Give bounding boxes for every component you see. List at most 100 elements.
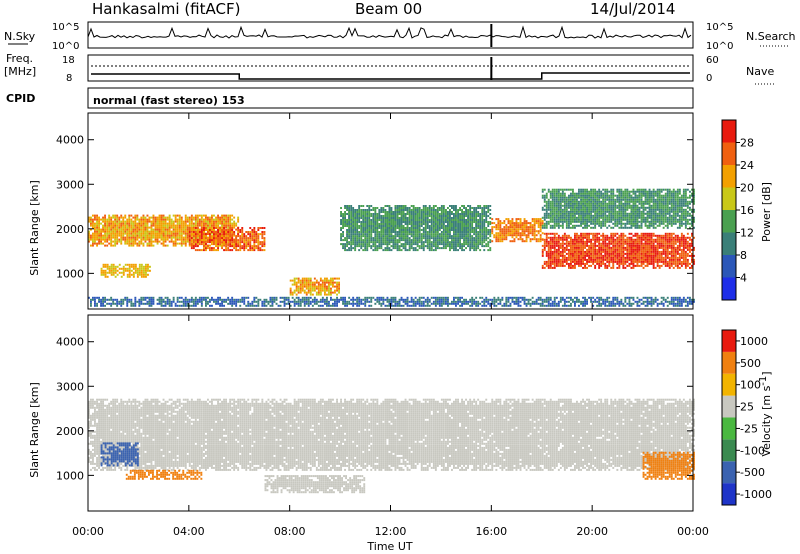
power-cell [120,215,122,217]
power-cell [594,267,596,269]
power-cell [592,261,594,263]
power-cell [453,205,455,207]
power-cell [294,280,296,282]
power-cell [578,259,580,261]
power-cell [582,199,584,201]
power-cell [455,215,457,217]
power-cell [344,217,346,219]
power-cell [419,245,421,247]
power-cell [643,247,645,249]
power-cell [294,284,296,286]
power-cell [348,217,350,219]
power-cell [433,231,435,233]
power-cell [588,245,590,247]
power-cell [360,205,362,207]
power-cell [469,209,471,211]
power-cell [643,237,645,239]
power-cell [554,233,556,235]
power-cell [391,241,393,243]
power-cell [449,217,451,219]
power-cell [631,251,633,253]
power-cell [409,247,411,249]
power-cell [538,218,540,220]
power-cell [637,261,639,263]
freq-tick-top: 18 [62,55,75,66]
power-cell [475,213,477,215]
power-cell [578,215,580,217]
power-cell [568,207,570,209]
power-cell [380,223,382,225]
power-cell [126,237,128,239]
power-cell [103,266,105,268]
power-cell [427,209,429,211]
power-cell [364,217,366,219]
power-cell [552,221,554,223]
power-cell [528,230,530,232]
power-cell [443,231,445,233]
power-cell [667,241,669,243]
power-cell [114,217,116,219]
power-cell [100,233,102,235]
power-cell [604,265,606,267]
power-cell [110,217,112,219]
power-cell [556,205,558,207]
power-cell [467,219,469,221]
power-cell [556,237,558,239]
power-cell [687,245,689,247]
power-cell [435,229,437,231]
power-cell [245,231,247,233]
power-cell [111,268,113,270]
power-cell [647,237,649,239]
power-cell [594,259,596,261]
power-cell [473,217,475,219]
power-cell [659,253,661,255]
power-cell [594,245,596,247]
power-cell [354,221,356,223]
power-cell [618,239,620,241]
power-cell [550,245,552,247]
power-cell [155,223,157,225]
power-cell [382,227,384,229]
power-cell [443,207,445,209]
power-cell [637,259,639,261]
power-cell [159,237,161,239]
power-cell [663,245,665,247]
power-cell [568,197,570,199]
power-cell [324,280,326,282]
power-cell [570,217,572,219]
power-cell [135,270,137,272]
power-cell [556,251,558,253]
power-cell [387,237,389,239]
power-cell [469,219,471,221]
power-cell [251,239,253,241]
power-cell [614,235,616,237]
power-cell [128,229,130,231]
power-cell [128,239,130,241]
power-cell [568,237,570,239]
power-cell [655,249,657,251]
power-cell [223,227,225,229]
power-cell [647,263,649,265]
power-cell [467,213,469,215]
power-cell [538,230,540,232]
power-cell [568,257,570,259]
power-cell [677,261,679,263]
power-cell [560,219,562,221]
power-cell [229,225,231,227]
power-cell [425,221,427,223]
power-cell [342,235,344,237]
power-cell [137,268,139,270]
power-cell [631,263,633,265]
power-cell [574,217,576,219]
power-cell [574,199,576,201]
power-cell [124,225,126,227]
power-cell [560,243,562,245]
power-cell [620,263,622,265]
power-cell [594,237,596,239]
power-cell [518,234,520,236]
power-cell [614,257,616,259]
power-cell [463,227,465,229]
power-cell [157,235,159,237]
power-cell [479,205,481,207]
power-cell [209,217,211,219]
